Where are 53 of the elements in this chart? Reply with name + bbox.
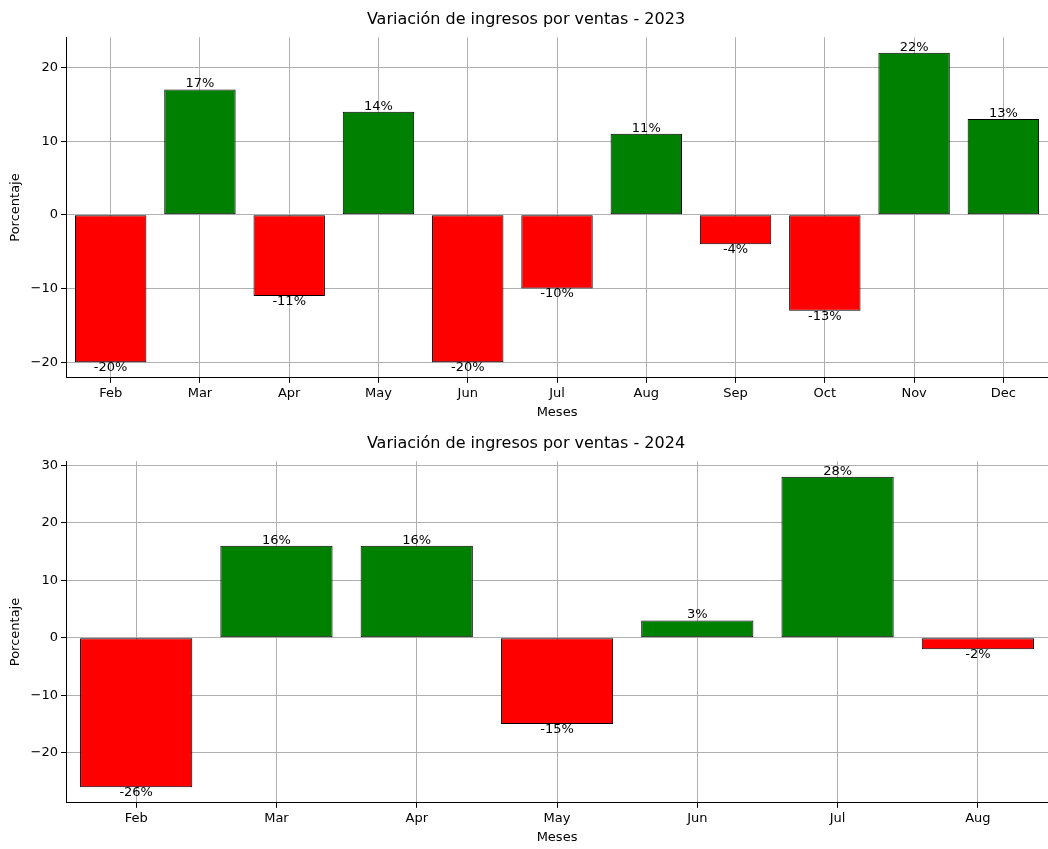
chart-title: Variación de ingresos por ventas - 2024 [366, 432, 686, 452]
data-label: 3% [686, 606, 708, 622]
x-tick-label: Aug [633, 384, 659, 400]
data-label: 11% [631, 119, 661, 135]
data-label: 13% [988, 104, 1018, 120]
y-tick-label: 10 [41, 132, 59, 148]
x-tick-label: Aug [965, 809, 991, 825]
y-tick-label: −20 [30, 744, 59, 760]
x-tick-label: Mar [187, 384, 213, 400]
x-tick-label: Dec [990, 384, 1016, 400]
data-label: -20% [93, 359, 128, 375]
chart-title: Variación de ingresos por ventas - 2023 [366, 8, 686, 28]
y-tick-label: −10 [30, 279, 59, 295]
data-label: -15% [540, 720, 574, 736]
data-label: 16% [402, 531, 432, 547]
y-axis-title: Porcentaje [7, 173, 23, 242]
y-tick-label: 0 [49, 206, 59, 222]
x-tick-label: Apr [405, 809, 429, 825]
x-tick-label: May [365, 384, 393, 400]
data-label: -13% [808, 307, 842, 323]
x-tick-label: Sep [723, 384, 748, 400]
y-tick-label: 0 [49, 629, 59, 645]
data-label: 14% [364, 97, 393, 113]
data-label: -2% [965, 646, 991, 662]
y-tick-label: −20 [30, 353, 59, 369]
x-tick-label: Apr [277, 384, 302, 400]
data-label: -4% [722, 241, 749, 257]
x-tick-label: Feb [99, 384, 123, 400]
data-label: -11% [272, 292, 307, 308]
x-tick-label: Jun [456, 384, 478, 400]
data-label: -26% [119, 784, 153, 800]
y-tick-label: 10 [41, 571, 59, 587]
data-label: 16% [262, 531, 291, 547]
y-tick-label: −10 [30, 686, 59, 702]
x-tick-label: Jul [548, 384, 565, 400]
y-tick-label: 20 [41, 514, 59, 530]
data-label: 17% [185, 75, 215, 91]
x-tick-label: May [543, 809, 571, 825]
x-tick-label: Jul [828, 809, 846, 825]
x-tick-label: Jun [686, 809, 708, 825]
data-label: 28% [823, 462, 853, 478]
x-tick-label: Nov [901, 384, 928, 400]
data-label: -20% [450, 359, 485, 375]
x-tick-label: Oct [813, 384, 837, 400]
y-tick-label: 20 [41, 58, 59, 74]
x-axis-title: Meses [536, 828, 578, 844]
y-axis-title: Porcentaje [7, 597, 23, 667]
x-tick-label: Mar [264, 809, 290, 825]
y-tick-label: 30 [41, 456, 59, 472]
data-label: 22% [899, 38, 929, 54]
x-tick-label: Feb [124, 809, 148, 825]
data-label: -10% [540, 285, 574, 301]
x-axis-title: Meses [536, 403, 578, 419]
